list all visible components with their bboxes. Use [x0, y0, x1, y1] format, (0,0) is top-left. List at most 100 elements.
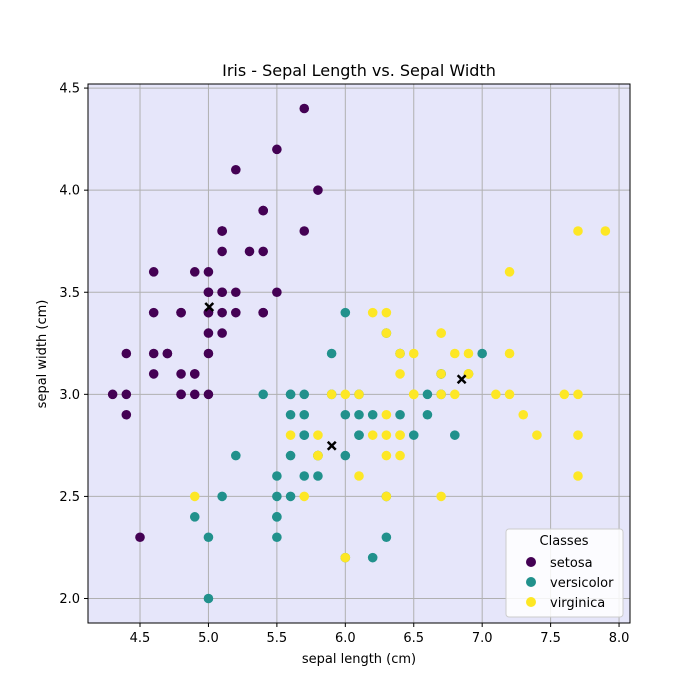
axis-ticks: 4.5 5.0 5.5 6.0 6.5 7.0 7.5 8.0 2.0 2.5 3.0 3.5 4.0 4…: [59, 82, 629, 646]
point-versicolor: [299, 409, 310, 420]
centroid-stroke: [456, 374, 467, 385]
point-virginica: [340, 552, 351, 563]
point-versicolor: [340, 409, 351, 420]
point-versicolor: [258, 389, 268, 400]
point-versicolor: [340, 307, 351, 318]
centroid-stroke: [204, 302, 215, 312]
point-setosa: [135, 532, 145, 543]
point-versicolor: [272, 491, 282, 502]
centroid-markers: [204, 302, 467, 451]
point-setosa: [162, 348, 173, 359]
point-setosa: [176, 307, 186, 318]
x-tick-label: 6.5: [403, 631, 424, 646]
point-versicolor: [203, 532, 214, 543]
x-tick-label: 7.0: [472, 631, 493, 646]
x-tick-label: 4.5: [130, 631, 151, 646]
point-virginica: [395, 348, 405, 359]
point-virginica: [395, 450, 405, 461]
point-setosa: [189, 267, 200, 277]
point-setosa: [258, 205, 268, 216]
point-versicolor: [203, 593, 214, 604]
point-virginica: [450, 348, 460, 359]
y-tick-label: 3.0: [59, 388, 80, 403]
centroid-marker: [204, 302, 215, 312]
point-versicolor: [354, 409, 364, 420]
centroid-marker: [456, 374, 467, 385]
point-virginica: [491, 389, 501, 400]
point-virginica: [573, 471, 583, 481]
point-setosa: [299, 103, 310, 114]
point-versicolor: [422, 409, 433, 420]
point-setosa: [231, 287, 241, 298]
point-virginica: [367, 430, 378, 440]
point-virginica: [340, 389, 351, 400]
point-setosa: [176, 369, 186, 379]
point-virginica: [532, 430, 542, 440]
point-setosa: [121, 348, 132, 359]
point-versicolor: [450, 430, 460, 440]
point-versicolor: [299, 471, 310, 481]
point-virginica: [573, 430, 583, 440]
point-setosa: [189, 389, 200, 400]
legend-marker-versicolor: [526, 577, 536, 587]
chart-title: Iris - Sepal Length vs. Sepal Width: [222, 61, 496, 80]
legend-marker-setosa: [526, 557, 536, 567]
point-versicolor: [299, 389, 310, 400]
legend-box: [505, 528, 624, 618]
y-tick-label: 2.0: [59, 592, 80, 607]
x-axis-label: sepal length (cm): [302, 652, 416, 667]
centroid-marker: [326, 440, 337, 451]
point-versicolor: [354, 430, 364, 440]
point-versicolor: [217, 491, 227, 502]
legend-entry-versicolor: versicolor: [526, 576, 614, 591]
point-setosa: [148, 369, 159, 379]
point-virginica: [367, 307, 378, 318]
point-setosa: [107, 389, 118, 400]
point-setosa: [189, 369, 200, 379]
y-tick-label: 4.0: [59, 184, 80, 199]
plot-frame: [87, 83, 631, 624]
y-axis-label: sepal width (cm): [35, 300, 50, 409]
point-virginica: [313, 430, 323, 440]
point-virginica: [436, 328, 446, 338]
point-setosa: [121, 389, 132, 400]
point-virginica: [299, 491, 310, 502]
centroid-stroke: [326, 440, 337, 451]
point-virginica: [285, 430, 296, 440]
point-virginica: [395, 430, 405, 440]
y-tick-label: 2.5: [59, 490, 80, 505]
point-setosa: [244, 246, 255, 257]
point-versicolor: [313, 471, 323, 481]
y-tick-label: 3.5: [59, 286, 80, 301]
point-versicolor: [367, 409, 378, 420]
point-versicolor: [477, 348, 487, 359]
point-virginica: [381, 409, 392, 420]
point-virginica: [573, 226, 583, 236]
x-tick-label: 7.5: [540, 631, 561, 646]
point-virginica: [354, 471, 364, 481]
point-versicolor: [272, 512, 282, 522]
legend-title: Classes: [540, 534, 589, 549]
point-versicolor: [408, 430, 419, 440]
point-virginica: [450, 389, 460, 400]
point-setosa: [203, 267, 214, 277]
point-virginica: [504, 348, 515, 359]
point-virginica: [504, 389, 515, 400]
point-setosa: [203, 389, 214, 400]
point-virginica: [189, 491, 200, 502]
point-versicolor: [285, 409, 296, 420]
point-versicolor: [326, 348, 337, 359]
x-tick-label: 5.0: [198, 631, 219, 646]
x-tick-label: 8.0: [609, 631, 630, 646]
point-setosa: [203, 287, 214, 298]
point-virginica: [408, 348, 419, 359]
point-setosa: [203, 348, 214, 359]
point-virginica: [354, 389, 364, 400]
point-virginica: [381, 450, 392, 461]
point-setosa: [148, 307, 159, 318]
point-versicolor: [381, 532, 392, 543]
point-setosa: [231, 164, 241, 175]
y-tick-label: 4.5: [59, 82, 80, 97]
point-versicolor: [189, 512, 200, 522]
